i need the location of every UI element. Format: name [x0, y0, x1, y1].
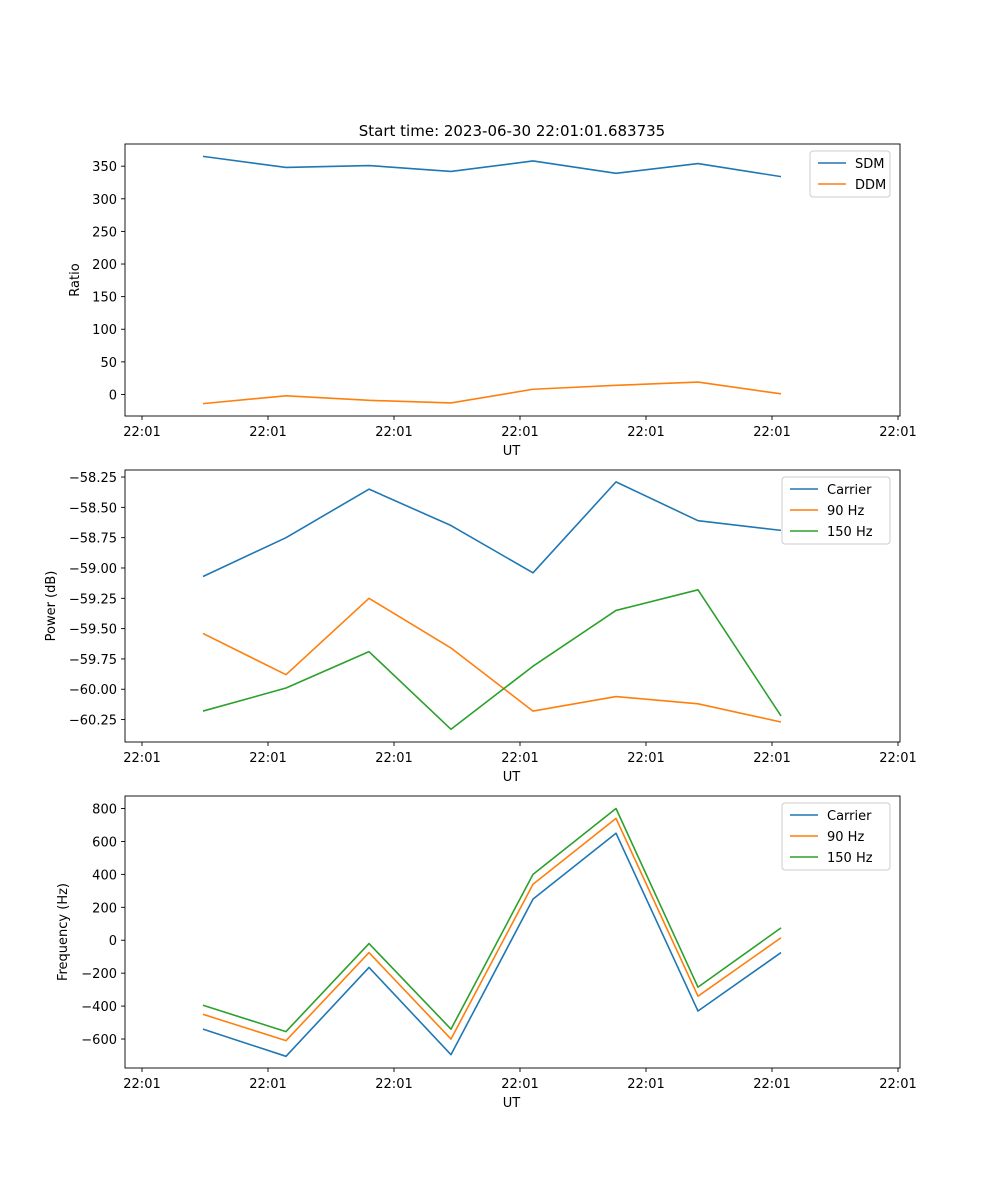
x-tick-label: 22:01	[501, 751, 538, 766]
x-tick-label: 22:01	[249, 425, 286, 440]
plot-frame	[124, 143, 901, 417]
y-tick-label: 350	[92, 160, 117, 175]
chart-panel-2: 22:01 22:01 22:01 22:01 22:01 22:01 22:01 UT −58…	[44, 469, 917, 785]
x-tick-label: 22:01	[627, 751, 664, 766]
legend-entry: 150 Hz	[827, 851, 873, 866]
y-tick-label: 0	[109, 388, 117, 403]
x-axis-label: UT	[503, 444, 521, 459]
x-tick-label: 22:01	[501, 425, 538, 440]
plot-frame	[124, 469, 901, 743]
y-tick-label: −200	[81, 967, 117, 982]
y-tick-label: −400	[81, 1000, 117, 1015]
x-tick-label: 22:01	[501, 1077, 538, 1092]
x-tick-label: 22:01	[375, 1077, 412, 1092]
y-tick-label: −59.50	[69, 623, 117, 638]
y-tick-label: −58.75	[69, 532, 117, 547]
y-axis-label: Frequency (Hz)	[56, 883, 71, 981]
series-line-sdm	[202, 155, 782, 178]
x-tick-label: 22:01	[879, 751, 916, 766]
y-tick-label: −59.75	[69, 653, 117, 668]
series-line-150-hz	[202, 589, 782, 731]
legend-entry: 90 Hz	[827, 830, 864, 845]
x-tick-label: 22:01	[123, 751, 160, 766]
x-tick-label: 22:01	[249, 751, 286, 766]
series-line-carrier	[202, 832, 782, 1058]
y-tick-label: 250	[92, 225, 117, 240]
x-axis-label: UT	[503, 1096, 521, 1111]
y-tick-label: 300	[92, 193, 117, 208]
series-line-90-hz	[202, 817, 782, 1042]
y-tick-label: 800	[92, 803, 117, 818]
y-tick-label: −60.25	[69, 714, 117, 729]
y-tick-label: 600	[92, 835, 117, 850]
y-tick-label: 200	[92, 901, 117, 916]
x-tick-label: 22:01	[375, 751, 412, 766]
y-tick-label: −59.00	[69, 562, 117, 577]
x-tick-label: 22:01	[627, 425, 664, 440]
chart-panel-3: 22:01 22:01 22:01 22:01 22:01 22:01 22:01 UT −60…	[56, 795, 917, 1111]
series-line-ddm	[202, 381, 782, 405]
y-tick-label: 50	[100, 356, 117, 371]
y-tick-label: 200	[92, 258, 117, 273]
legend-entry: SDM	[855, 157, 884, 172]
legend-box	[781, 476, 891, 545]
legend-entry: Carrier	[827, 809, 872, 824]
y-tick-label: 400	[92, 868, 117, 883]
y-tick-label: −59.25	[69, 592, 117, 607]
x-tick-label: 22:01	[123, 1077, 160, 1092]
x-tick-label: 22:01	[249, 1077, 286, 1092]
series-line-150-hz	[202, 807, 782, 1033]
x-tick-label: 22:01	[123, 425, 160, 440]
legend-entry: 150 Hz	[827, 525, 873, 540]
y-tick-label: 0	[109, 934, 117, 949]
x-tick-label: 22:01	[879, 1077, 916, 1092]
legend: Carrier 90 Hz 150 Hz	[781, 476, 891, 545]
plot-frame	[124, 795, 901, 1069]
x-tick-label: 22:01	[753, 1077, 790, 1092]
series-line-90-hz	[202, 597, 782, 723]
chart-panel-1: 22:01 22:01 22:01 22:01 22:01 22:01 22:01 UT 0 50…	[68, 143, 917, 459]
x-tick-label: 22:01	[375, 425, 412, 440]
y-axis-label: Ratio	[68, 263, 83, 296]
legend-entry: Carrier	[827, 483, 872, 498]
series-line-carrier	[202, 481, 782, 578]
figure-title: Start time: 2023-06-30 22:01:01.683735	[359, 122, 665, 140]
x-tick-label: 22:01	[879, 425, 916, 440]
y-tick-label: −60.00	[69, 683, 117, 698]
legend-entry: DDM	[855, 178, 886, 193]
x-axis-label: UT	[503, 770, 521, 785]
legend: Carrier 90 Hz 150 Hz	[781, 802, 891, 871]
x-tick-label: 22:01	[753, 425, 790, 440]
y-tick-label: 150	[92, 291, 117, 306]
legend: SDM DDM	[809, 150, 891, 198]
y-tick-label: −58.25	[69, 471, 117, 486]
x-tick-label: 22:01	[753, 751, 790, 766]
legend-box	[781, 802, 891, 871]
y-tick-label: −600	[81, 1033, 117, 1048]
y-tick-label: 100	[92, 323, 117, 338]
x-tick-label: 22:01	[627, 1077, 664, 1092]
y-tick-label: −58.50	[69, 501, 117, 516]
y-axis-label: Power (dB)	[44, 571, 59, 642]
legend-entry: 90 Hz	[827, 504, 864, 519]
